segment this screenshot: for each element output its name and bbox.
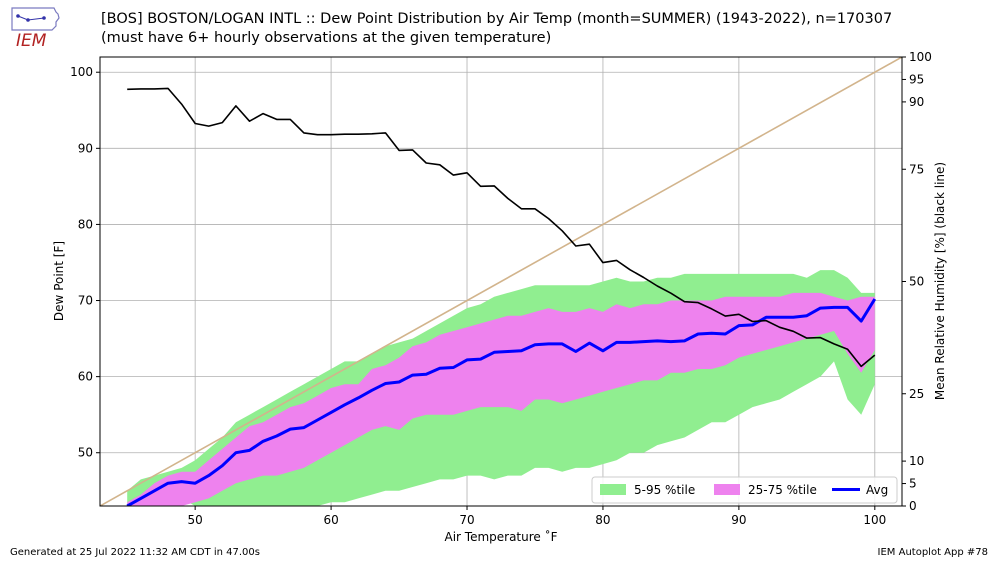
legend: 5-95 %tile 25-75 %tile Avg [591, 476, 898, 504]
y2-tick-label: 95 [909, 72, 924, 86]
y-axis: 50 60 70 80 90 100 [70, 65, 100, 460]
y2-tick-label: 0 [909, 499, 917, 513]
legend-label: Avg [866, 483, 888, 497]
y-axis-label: Dew Point [F] [52, 241, 66, 321]
iem-logo: IEM [11, 7, 60, 50]
x-tick-label: 80 [595, 513, 610, 527]
y-tick-label: 60 [78, 370, 93, 384]
legend-label: 25-75 %tile [748, 483, 817, 497]
x-tick-label: 70 [459, 513, 474, 527]
x-tick-label: 90 [731, 513, 746, 527]
chart-title: [BOS] BOSTON/LOGAN INTL :: Dew Point Dis… [101, 10, 892, 48]
y2-tick-label: 25 [909, 387, 924, 401]
series-lines [100, 57, 902, 506]
x-tick-label: 50 [188, 513, 203, 527]
y2-tick-label: 75 [909, 162, 924, 176]
x-axis-label: Air Temperature ˚F [444, 529, 557, 544]
x-tick-label: 60 [323, 513, 338, 527]
y2-axis-label: Mean Relative Humidity [%] (black line) [933, 162, 947, 400]
y-tick-label: 80 [78, 217, 93, 231]
avg-line [126, 298, 877, 506]
band-25-75 [127, 292, 875, 506]
saturation-diagonal [100, 57, 902, 506]
y2-tick-label: 90 [909, 95, 924, 109]
y2-tick-label: 10 [909, 454, 924, 468]
y-tick-label: 90 [78, 141, 93, 155]
legend-swatch [600, 484, 626, 495]
y2-axis: 0 5 10 25 50 75 90 95 100 [902, 50, 932, 513]
y-tick-label: 50 [78, 446, 93, 460]
app-label: IEM Autoplot App #78 [877, 547, 988, 558]
title-line1: [BOS] BOSTON/LOGAN INTL :: Dew Point Dis… [101, 11, 893, 27]
x-axis: 50 60 70 80 90 100 [188, 506, 886, 527]
y2-tick-label: 100 [909, 50, 932, 64]
y2-tick-label: 50 [909, 275, 924, 289]
logo-text: IEM [16, 31, 47, 50]
percentile-bands [127, 270, 875, 506]
rh-line [127, 87, 876, 368]
legend-swatch [714, 484, 740, 495]
legend-box [591, 476, 898, 504]
title-line2: (must have 6+ hourly observations at the… [101, 30, 552, 46]
generated-timestamp: Generated at 25 Jul 2022 11:32 AM CDT in… [10, 547, 260, 558]
y-tick-label: 100 [70, 65, 93, 79]
x-tick-label: 100 [863, 513, 886, 527]
y2-tick-label: 5 [909, 477, 917, 491]
legend-label: 5-95 %tile [634, 483, 695, 497]
y-tick-label: 70 [78, 294, 93, 308]
